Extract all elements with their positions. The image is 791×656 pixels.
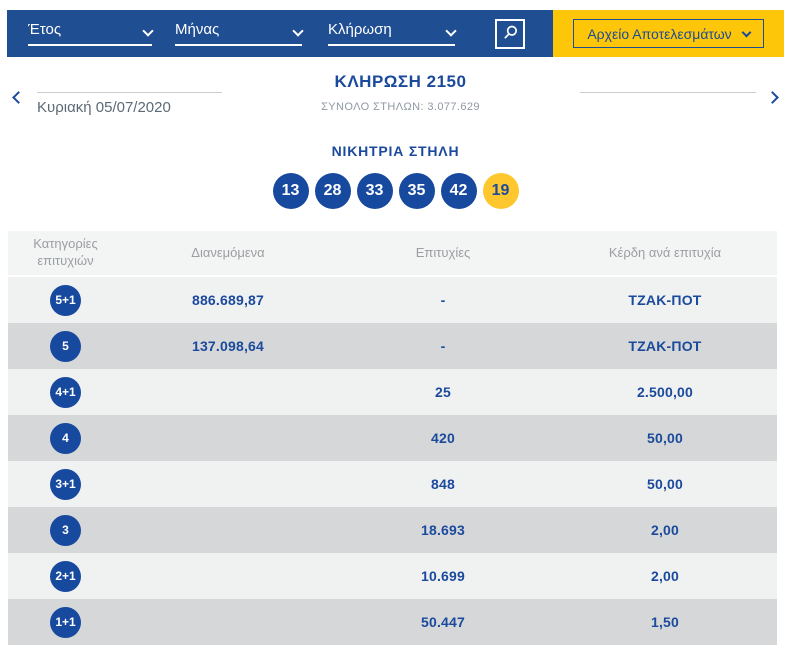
category-badge: 1+1 (50, 606, 81, 638)
chevron-down-icon (142, 24, 154, 37)
category-cell: 1+1 (8, 606, 123, 638)
draw-date: Κυριακή 05/07/2020 (37, 99, 171, 116)
table-row: 5 137.098,64 - ΤΖΑΚ-ΠΟΤ (8, 323, 777, 369)
category-badge: 5 (50, 330, 81, 362)
year-dropdown-label: Έτος (28, 20, 62, 38)
winners-cell: 25 (435, 384, 451, 400)
table-row: 5+1 886.689,87 - ΤΖΑΚ-ΠΟΤ (8, 277, 777, 323)
bonus-number-ball: 19 (482, 173, 519, 209)
prize-cell: 50,00 (646, 430, 684, 446)
table-row: 4+1 25 2.500,00 (8, 369, 777, 415)
table-row: 4 420 50,00 (8, 415, 777, 461)
winners-cell: 50.447 (420, 614, 466, 630)
filter-bar: Έτος Μήνας Κλήρωση Αρχείο Αποτελεσμάτων (7, 10, 784, 57)
winners-cell: - (440, 338, 446, 354)
category-badge: 4 (50, 422, 81, 454)
chevron-left-icon (12, 90, 25, 104)
winning-number-ball: 35 (398, 173, 435, 209)
total-columns-label: ΣΥΝΟΛΟ ΣΤΗΛΩΝ: 3.077.629 (321, 101, 480, 113)
category-cell: 5+1 (8, 284, 123, 316)
draw-nav-left: Κυριακή 05/07/2020 (27, 71, 306, 116)
chevron-down-icon (445, 24, 457, 37)
distributed-cell: 886.689,87 (191, 292, 265, 308)
header-winners: Επιτυχίες (415, 244, 471, 260)
category-badge: 4+1 (50, 376, 81, 408)
divider-line (579, 92, 756, 93)
winning-column-section: ΝΙΚΗΤΡΙΑ ΣΤΗΛΗ 13 28 33 35 42 19 (0, 143, 791, 209)
winning-column-title: ΝΙΚΗΤΡΙΑ ΣΤΗΛΗ (331, 143, 460, 159)
results-table: Κατηγορίες επιτυχιών Διανεμόμενα Επιτυχί… (8, 231, 777, 645)
filter-bar-yellow-section: Αρχείο Αποτελεσμάτων (553, 10, 784, 57)
month-dropdown[interactable]: Μήνας (175, 20, 304, 46)
winning-number-ball: 42 (440, 173, 477, 209)
results-table-header: Κατηγορίες επιτυχιών Διανεμόμενα Επιτυχί… (8, 231, 777, 275)
table-row: 3 18.693 2,00 (8, 507, 777, 553)
category-badge: 3+1 (50, 468, 81, 500)
table-row: 2+1 10.699 2,00 (8, 553, 777, 599)
next-draw-button[interactable] (764, 85, 781, 109)
draw-nav-right (496, 71, 765, 116)
table-row: 1+1 50.447 1,50 (8, 599, 777, 645)
winners-cell: 10.699 (420, 568, 466, 584)
winning-number-ball: 33 (356, 173, 393, 209)
draw-navigation: Κυριακή 05/07/2020 ΚΛΗΡΩΣΗ 2150 ΣΥΝΟΛΟ Σ… (10, 71, 781, 116)
draw-dropdown[interactable]: Κλήρωση (328, 20, 457, 46)
winners-cell: 18.693 (420, 522, 466, 538)
filter-bar-blue-section: Έτος Μήνας Κλήρωση (7, 10, 553, 57)
divider-line (37, 92, 222, 93)
prize-cell: 2,00 (650, 568, 680, 584)
results-archive-label: Αρχείο Αποτελεσμάτων (587, 25, 732, 42)
search-icon (502, 24, 519, 44)
category-cell: 4+1 (8, 376, 123, 408)
chevron-right-icon (766, 90, 779, 104)
category-badge: 5+1 (50, 284, 81, 316)
header-category: Κατηγορίες επιτυχιών (33, 236, 98, 268)
previous-draw-button[interactable] (10, 85, 27, 109)
winning-numbers: 13 28 33 35 42 19 (0, 173, 791, 209)
table-row: 3+1 848 50,00 (8, 461, 777, 507)
chevron-down-icon (741, 27, 752, 37)
month-dropdown-label: Μήνας (175, 20, 220, 38)
chevron-down-icon (292, 24, 304, 37)
draw-title: ΚΛΗΡΩΣΗ 2150 (334, 72, 467, 91)
winners-cell: - (440, 292, 446, 308)
header-distributed: Διανεμόμενα (191, 244, 265, 260)
winners-cell: 848 (431, 476, 455, 492)
prize-cell: ΤΖΑΚ-ΠΟΤ (628, 292, 702, 308)
category-badge: 3 (50, 514, 81, 546)
winning-number-ball: 13 (272, 173, 309, 209)
winners-cell: 420 (431, 430, 455, 446)
category-cell: 3+1 (8, 468, 123, 500)
distributed-cell: 137.098,64 (191, 338, 265, 354)
category-cell: 5 (8, 330, 123, 362)
results-archive-button[interactable]: Αρχείο Αποτελεσμάτων (573, 19, 764, 48)
search-button[interactable] (495, 18, 525, 49)
prize-cell: 2.500,00 (636, 384, 694, 400)
prize-cell: 50,00 (646, 476, 684, 492)
year-dropdown[interactable]: Έτος (28, 20, 154, 46)
prize-cell: ΤΖΑΚ-ΠΟΤ (628, 338, 702, 354)
category-cell: 3 (8, 514, 123, 546)
category-badge: 2+1 (50, 560, 81, 592)
category-cell: 2+1 (8, 560, 123, 592)
results-table-body: 5+1 886.689,87 - ΤΖΑΚ-ΠΟΤ 5 137.098,64 -… (8, 277, 777, 645)
draw-dropdown-label: Κλήρωση (328, 20, 392, 38)
category-cell: 4 (8, 422, 123, 454)
prize-cell: 1,50 (650, 614, 680, 630)
prize-cell: 2,00 (650, 522, 680, 538)
draw-nav-center: ΚΛΗΡΩΣΗ 2150 ΣΥΝΟΛΟ ΣΤΗΛΩΝ: 3.077.629 (306, 71, 496, 116)
header-prize: Κέρδη ανά επιτυχία (608, 244, 722, 260)
winning-number-ball: 28 (314, 173, 351, 209)
